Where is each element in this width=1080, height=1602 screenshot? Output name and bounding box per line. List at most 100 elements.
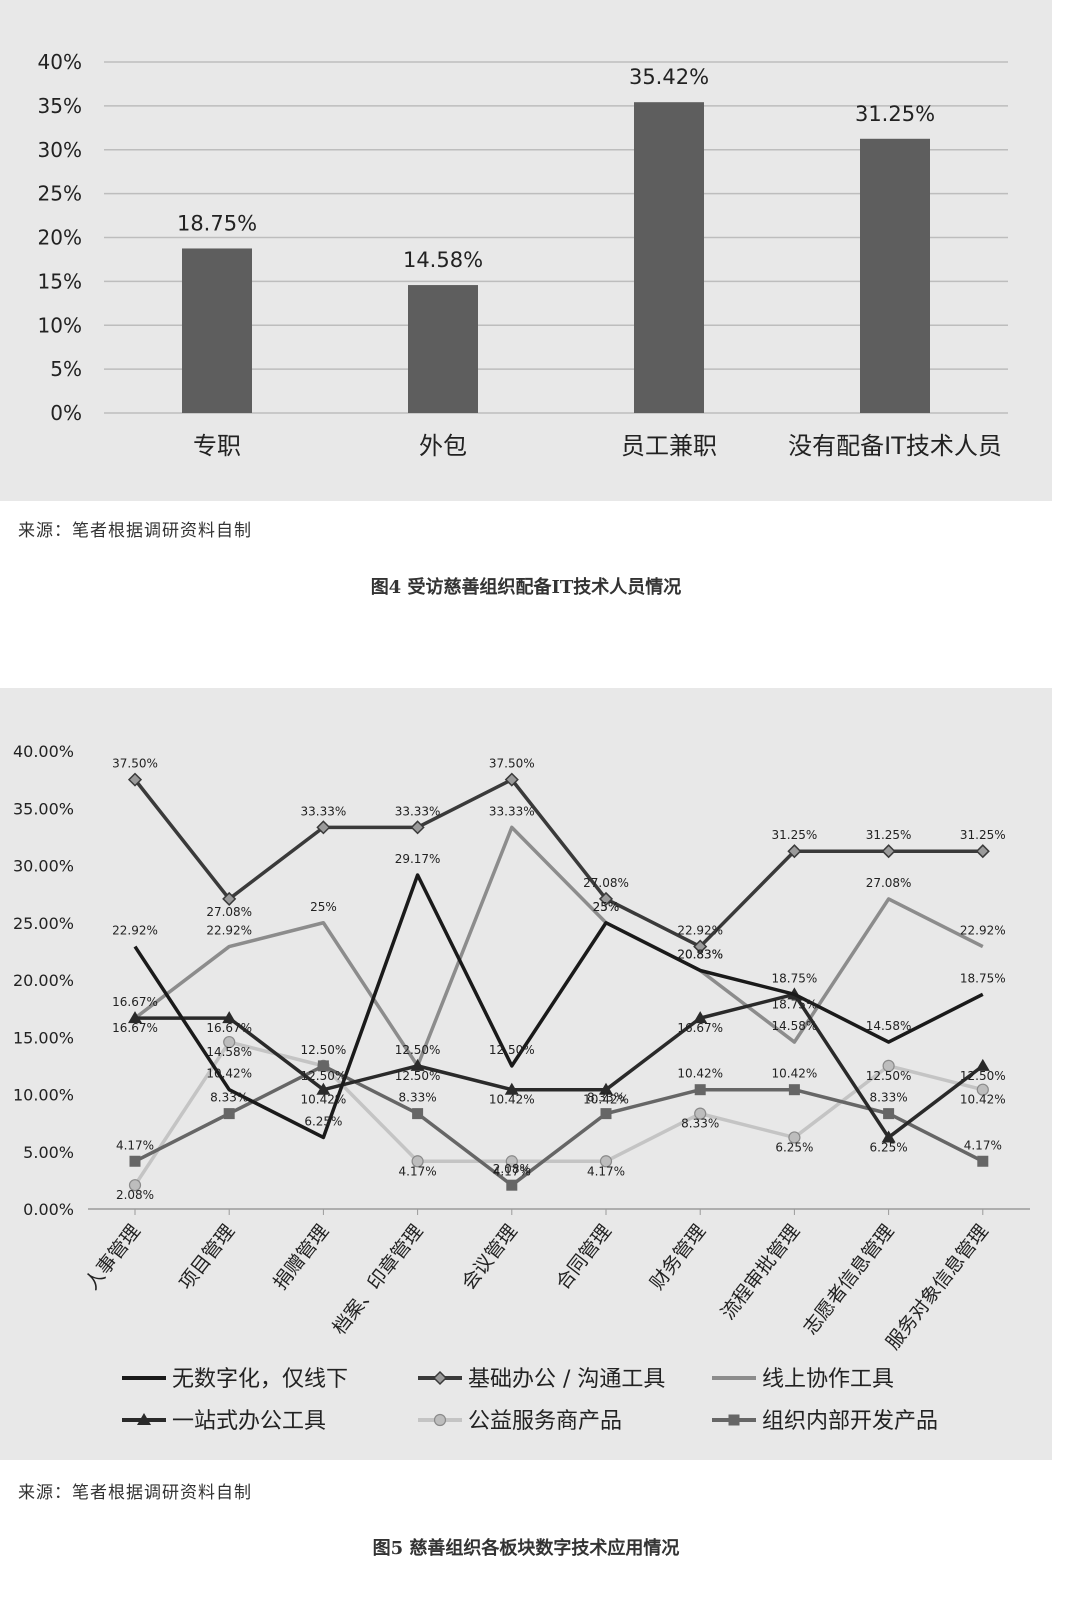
x-category-label: 财务管理 — [646, 1221, 710, 1294]
legend-label: 公益服务商产品 — [468, 1409, 622, 1434]
data-point — [128, 1179, 142, 1192]
data-label: 2.08% — [493, 1162, 531, 1176]
data-label: 27.08% — [866, 876, 912, 890]
y-tick-label: 35.00% — [13, 799, 74, 818]
y-tick-label: 40% — [38, 50, 82, 74]
y-tick-label: 25.00% — [13, 914, 74, 933]
figure-caption-4: 图4 受访慈善组织配备IT技术人员情况 — [370, 577, 682, 598]
y-tick-label: 5.00% — [23, 1143, 74, 1162]
data-point — [506, 1179, 518, 1191]
data-label: 6.25% — [304, 1114, 342, 1128]
legend-marker — [433, 1413, 447, 1427]
data-label: 20.83% — [677, 947, 723, 961]
figure-caption-5: 图5 慈善组织各板块数字技术应用情况 — [372, 1538, 680, 1559]
data-point — [411, 1155, 424, 1168]
data-label: 16.67% — [677, 1021, 723, 1035]
data-point — [223, 1108, 235, 1120]
x-category-label: 会议管理 — [458, 1221, 522, 1294]
y-tick-label: 30% — [38, 138, 82, 162]
x-category-label: 志愿者信息管理 — [799, 1221, 898, 1339]
data-label: 4.17% — [399, 1164, 437, 1178]
data-label: 16.67% — [112, 995, 158, 1009]
data-label: 25% — [593, 900, 620, 914]
bar-chart: 0% 5% 10% 15% 20% 25% 30% 35% 40% 18.75% 专职 14.58% 外… — [38, 50, 1008, 460]
data-label: 8.33% — [681, 1117, 719, 1131]
y-tick-label: 20% — [38, 226, 82, 250]
data-point — [600, 1108, 612, 1120]
data-point — [977, 1155, 989, 1167]
y-tick-label: 25% — [38, 182, 82, 206]
series-line — [134, 1064, 984, 1187]
data-label: 27.08% — [206, 905, 252, 919]
data-label: 10.42% — [960, 1093, 1006, 1107]
series-line — [133, 825, 984, 1068]
data-label: 18.75% — [960, 971, 1006, 985]
data-point — [787, 844, 802, 859]
data-point — [410, 820, 425, 835]
data-label: 12.50% — [301, 1069, 347, 1083]
data-label: 33.33% — [395, 804, 441, 818]
series-line — [133, 1040, 984, 1187]
y-tick-label: 10.00% — [13, 1086, 74, 1105]
data-label: 16.67% — [112, 1021, 158, 1035]
y-tick-label: 40.00% — [13, 742, 74, 761]
legend-label: 基础办公 / 沟通工具 — [468, 1367, 665, 1392]
data-label: 4.17% — [493, 1164, 531, 1178]
data-label: 12.50% — [960, 1069, 1006, 1083]
x-category-label: 档案、印章管理 — [328, 1221, 427, 1339]
x-category-label: 没有配备IT技术人员 — [788, 432, 1002, 460]
legend-label: 组织内部开发产品 — [762, 1409, 938, 1434]
data-label: 4.17% — [964, 1138, 1002, 1152]
data-label: 12.50% — [395, 1043, 441, 1057]
data-label: 4.17% — [587, 1164, 625, 1178]
data-point — [693, 1011, 708, 1024]
series-3 — [133, 825, 984, 1068]
bar-value-label: 31.25% — [855, 102, 935, 126]
x-category-label: 服务对象信息管理 — [882, 1221, 993, 1354]
bar — [634, 102, 704, 413]
data-label: 12.50% — [866, 1069, 912, 1083]
x-category-label: 人事管理 — [81, 1221, 145, 1294]
data-label: 8.33% — [587, 1091, 625, 1105]
y-tick-label: 0.00% — [23, 1200, 74, 1219]
data-label: 6.25% — [775, 1140, 813, 1154]
legend-marker — [432, 1370, 448, 1386]
data-label: 10.42% — [301, 1093, 347, 1107]
legend-item: 公益服务商产品 — [418, 1409, 622, 1434]
y-tick-label: 35% — [38, 94, 82, 118]
data-point — [127, 772, 143, 787]
data-point — [975, 1058, 990, 1071]
data-label: 29.17% — [395, 852, 441, 866]
y-tick-label: 0% — [50, 401, 82, 425]
data-point — [882, 1059, 895, 1072]
bar-value-label: 35.42% — [629, 65, 709, 89]
bar — [408, 285, 478, 413]
data-point — [599, 1155, 613, 1168]
data-label: 22.92% — [677, 924, 723, 938]
data-point — [222, 1011, 237, 1024]
x-category-label: 外包 — [419, 432, 467, 460]
data-label: 20.83% — [677, 947, 723, 961]
source-note-1: 来源：笔者根据调研资料自制 — [18, 521, 252, 541]
legend-label: 无数字化，仅线下 — [172, 1367, 348, 1392]
data-label: 31.25% — [960, 828, 1006, 842]
data-point — [788, 1084, 800, 1096]
data-label: 16.67% — [206, 1021, 252, 1035]
series-6 — [129, 1060, 989, 1191]
data-label: 12.50% — [301, 1043, 347, 1057]
data-label: 4.17% — [116, 1138, 154, 1152]
data-label: 27.08% — [583, 876, 629, 890]
data-point — [316, 820, 331, 835]
series-line — [135, 992, 984, 1140]
data-point — [316, 1082, 331, 1095]
x-category-label: 合同管理 — [552, 1221, 616, 1294]
data-point — [976, 1083, 989, 1096]
y-tick-label: 5% — [50, 357, 82, 381]
data-label: 6.25% — [870, 1140, 908, 1154]
data-label: 10.42% — [489, 1093, 535, 1107]
series-1 — [133, 873, 984, 1140]
data-label: 10.42% — [772, 1067, 818, 1081]
y-tick-label: 15.00% — [13, 1028, 74, 1047]
data-point — [883, 1108, 895, 1120]
data-label: 22.92% — [206, 924, 252, 938]
